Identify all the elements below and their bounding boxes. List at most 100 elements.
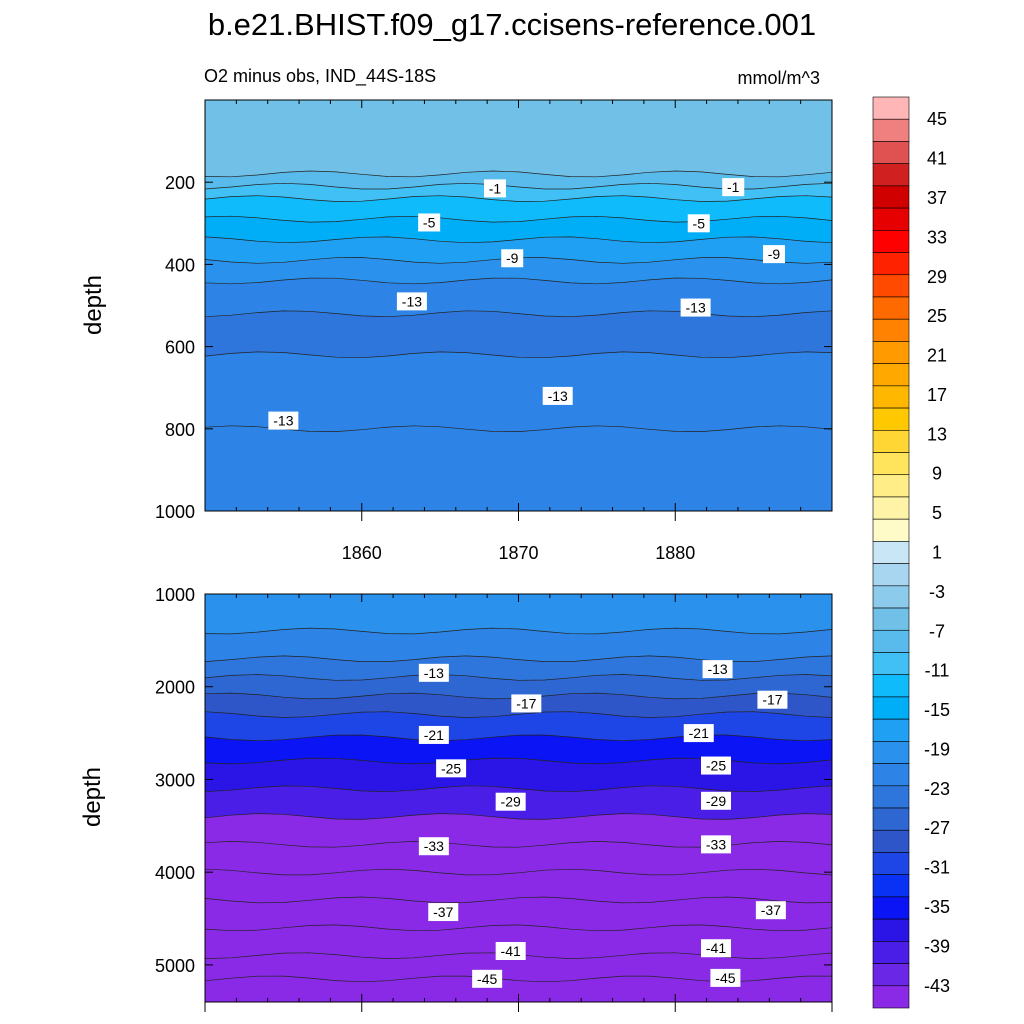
colorbar-tick-label: 29 — [927, 267, 947, 287]
contour-label-bg — [701, 791, 732, 810]
contour-line — [204, 310, 833, 318]
contour-label: -33 — [706, 836, 726, 852]
colorbar-swatch — [872, 341, 910, 364]
colorbar-swatch — [872, 941, 910, 964]
contour-label: -37 — [761, 902, 781, 918]
contour-line — [204, 896, 833, 904]
colorbar-tick-label: 33 — [927, 227, 947, 247]
colorbar-swatch — [872, 230, 910, 253]
contour-line — [204, 785, 833, 793]
contour-label: -13 — [424, 665, 444, 681]
colorbar-swatch — [872, 141, 910, 164]
colorbar-tick-label: -7 — [929, 621, 945, 641]
contour-band — [205, 924, 832, 959]
colorbar-swatch — [872, 541, 910, 564]
colorbar-swatch — [872, 407, 910, 431]
contour-label: -1 — [727, 179, 740, 195]
colorbar-tick-label: 25 — [927, 306, 947, 326]
contour-label: -29 — [501, 794, 521, 810]
y-tick-label: 5000 — [155, 956, 195, 976]
contour-line — [204, 627, 833, 635]
colorbar-swatch — [872, 96, 910, 120]
contour-band — [205, 195, 832, 223]
top-panel-ylabel: depth — [80, 275, 107, 335]
contour-label: -13 — [402, 293, 422, 309]
contour-label: -1 — [489, 180, 502, 196]
contour-band — [205, 674, 832, 699]
contour-line — [204, 868, 833, 876]
y-tick-label: 3000 — [155, 770, 195, 790]
colorbar-swatch — [872, 807, 910, 831]
contour-label-bg — [428, 903, 459, 922]
contour-label: -25 — [706, 758, 726, 774]
colorbar-swatch — [872, 474, 910, 498]
colorbar-swatch — [872, 718, 910, 742]
contour-label-bg — [710, 968, 741, 987]
contour-band — [205, 278, 832, 317]
colorbar-tick-label: -3 — [929, 582, 945, 602]
contour-label: -41 — [706, 940, 726, 956]
contour-line — [204, 277, 833, 285]
colorbar-tick-label: 37 — [927, 188, 947, 208]
contour-label-bg — [722, 178, 745, 197]
colorbar-tick-label: -19 — [924, 739, 950, 759]
colorbar-swatch — [872, 763, 910, 787]
contour-line — [204, 425, 833, 432]
panel-subtitle-left: O2 minus obs, IND_44S-18S — [204, 66, 436, 87]
contour-label: -45 — [477, 971, 497, 987]
colorbar-swatch — [872, 563, 910, 587]
colorbar-swatch — [872, 318, 910, 342]
colorbar-swatch — [872, 852, 910, 875]
contour-label-bg — [687, 214, 710, 233]
colorbar-swatch — [872, 118, 910, 142]
colorbar-swatch — [872, 496, 910, 520]
contour-label-bg — [701, 939, 732, 958]
colorbar-swatch — [872, 385, 910, 409]
contour-label-bg — [396, 292, 427, 311]
colorbar-swatch — [872, 185, 910, 209]
contour-label: -17 — [762, 692, 782, 708]
contour-label: -21 — [424, 727, 444, 743]
contour-band — [205, 952, 832, 982]
contour-band — [205, 711, 832, 741]
colorbar-swatch — [872, 207, 910, 231]
contour-label-bg — [495, 942, 526, 960]
colorbar-tick-label: -15 — [924, 700, 950, 720]
colorbar-swatch — [872, 918, 910, 942]
colorbar-tick-label: -35 — [924, 897, 950, 917]
contour-label: -13 — [548, 388, 568, 404]
contour-band — [205, 813, 832, 848]
contour-band — [205, 735, 832, 764]
contour-band — [205, 655, 832, 681]
contour-label-bg — [436, 759, 467, 778]
contour-band — [205, 869, 832, 903]
contour-label: -29 — [706, 793, 726, 809]
bottom-panel: 1000 2000 3000 4000 5000 -13 -13 -17 -17 -21 -21 -2… — [155, 585, 833, 1012]
contour-label-bg — [763, 245, 786, 264]
colorbar-swatch — [872, 985, 910, 1009]
contour-label: -5 — [423, 214, 436, 230]
contour-label: -33 — [424, 838, 444, 854]
contour-label: -9 — [506, 250, 519, 266]
figure-title: b.e21.BHIST.f09_g17.ccisens-reference.00… — [208, 7, 816, 42]
colorbar-tick-label: 5 — [932, 503, 942, 523]
contour-label: -25 — [441, 760, 461, 776]
y-tick-label: 400 — [165, 255, 195, 275]
contour-band — [205, 425, 832, 511]
contour-band — [205, 897, 832, 931]
contour-label-bg — [701, 835, 732, 854]
colorbar-tick-label: -27 — [924, 818, 950, 838]
colorbar-swatch — [872, 874, 910, 898]
y-tick-label: 600 — [165, 338, 195, 358]
colorbar-tick-label: 13 — [927, 424, 947, 444]
colorbar-tick-label: 17 — [927, 385, 947, 405]
colorbar-tick-label: 9 — [932, 464, 942, 484]
y-tick-label: 1000 — [155, 585, 195, 605]
colorbar-swatch — [872, 674, 910, 698]
colorbar-swatch — [872, 896, 910, 920]
contour-band — [205, 257, 832, 284]
colorbar-swatch — [872, 741, 910, 764]
colorbar-swatch — [872, 963, 910, 987]
colorbar-swatch — [872, 607, 910, 631]
